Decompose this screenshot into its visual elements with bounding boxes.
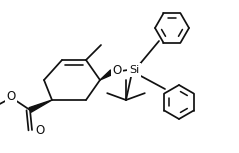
Polygon shape (100, 70, 113, 80)
Text: O: O (6, 90, 16, 103)
Polygon shape (29, 100, 52, 112)
Text: O: O (112, 63, 122, 76)
Text: O: O (35, 125, 45, 138)
Text: Si: Si (129, 65, 139, 75)
